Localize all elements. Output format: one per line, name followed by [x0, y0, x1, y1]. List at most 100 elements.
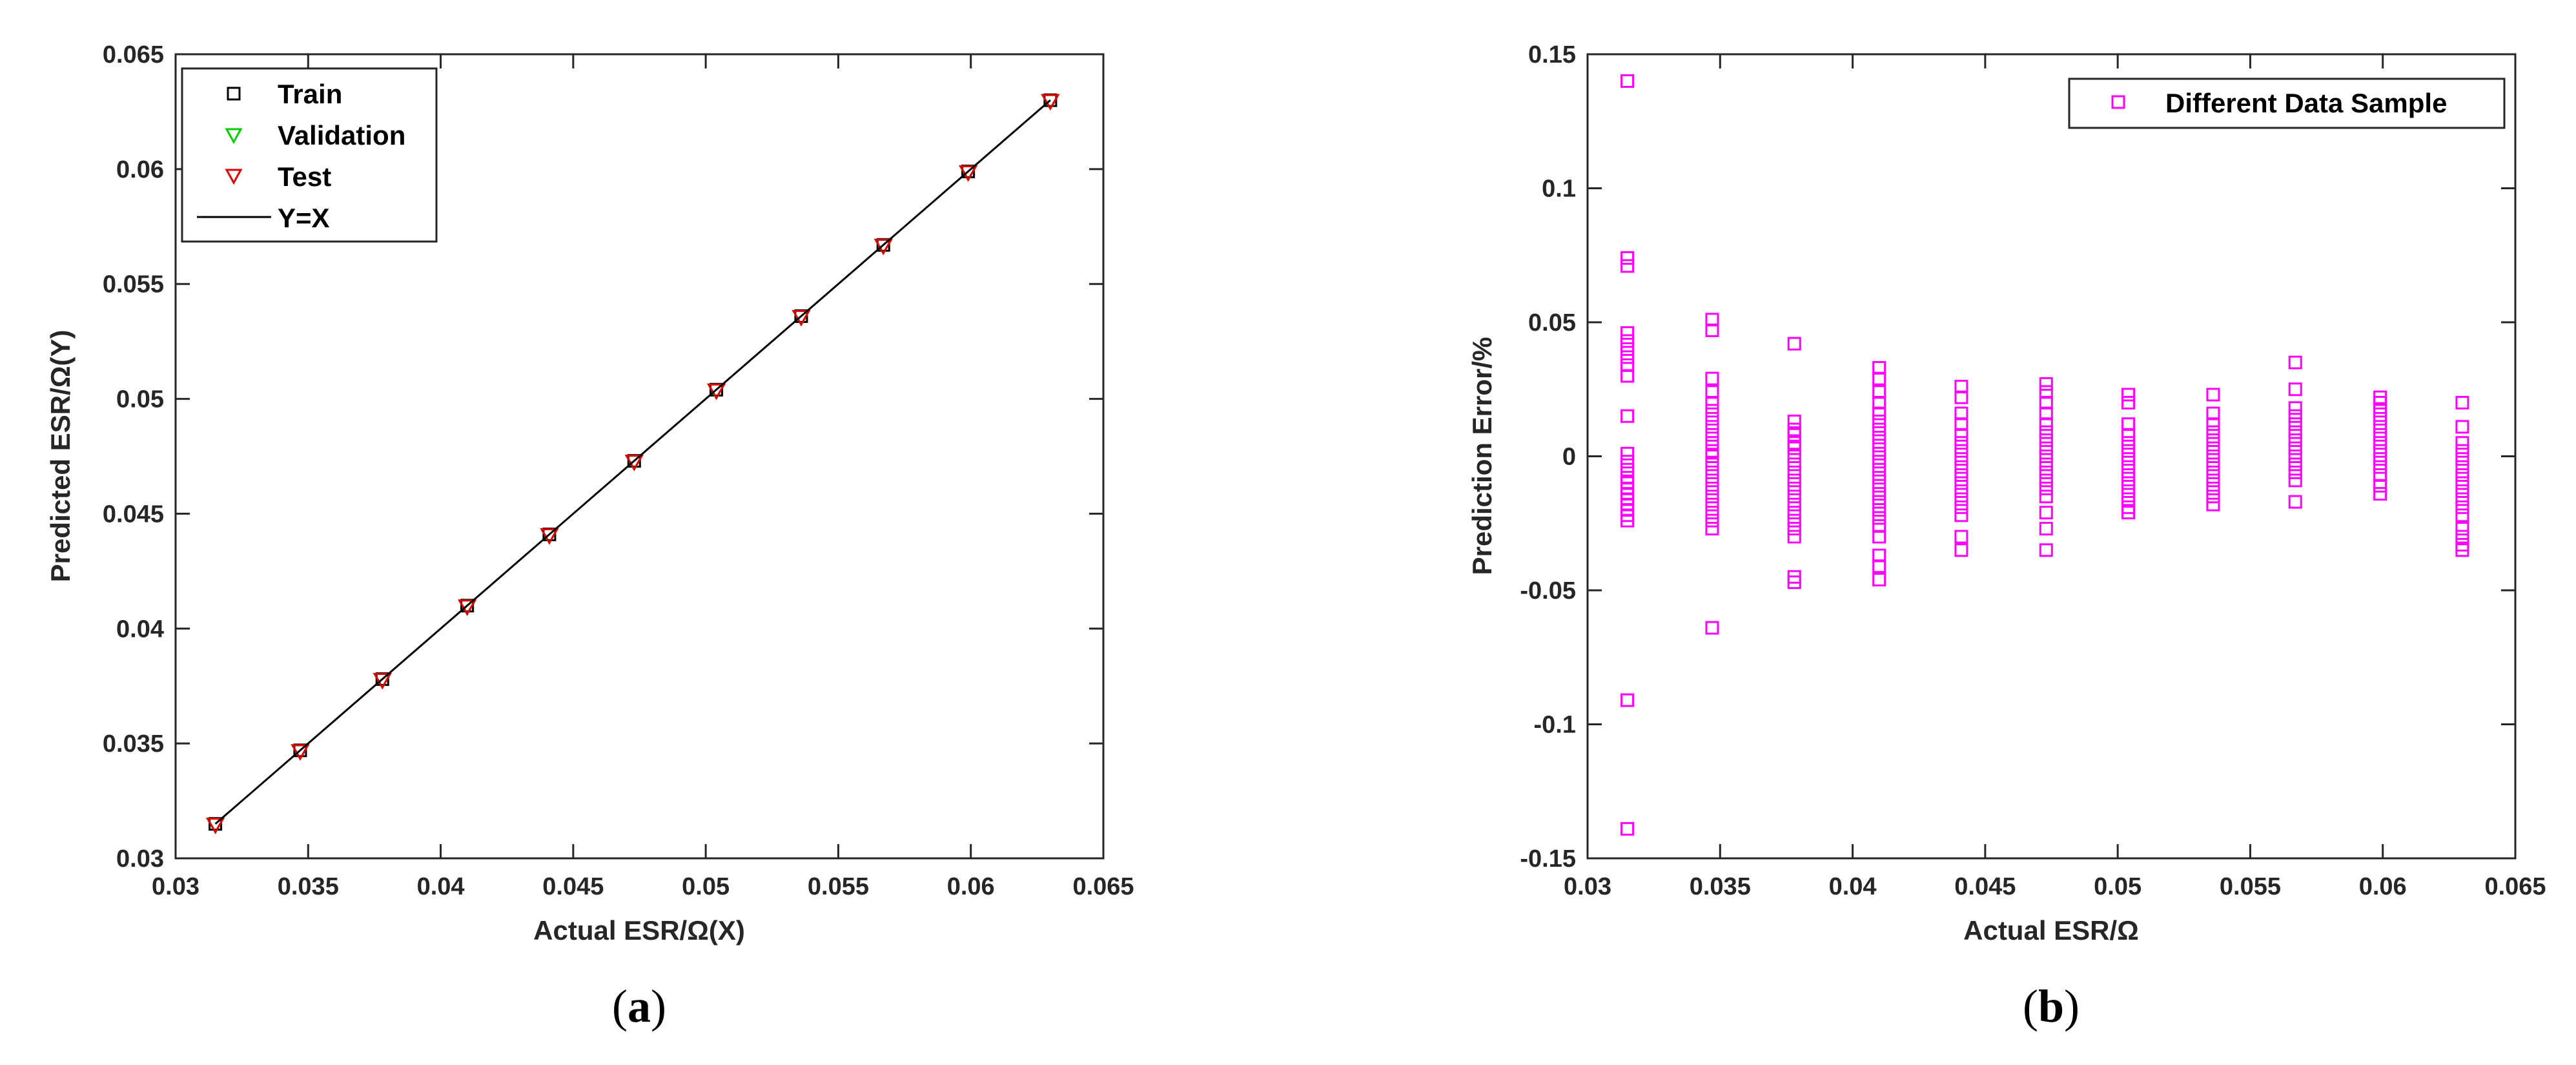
panel-b-x-tick-label: 0.035 [1690, 873, 1751, 900]
panel-a-x-tick-label: 0.045 [542, 873, 604, 900]
data-point-different-data-sample [1705, 323, 1719, 337]
data-point-different-data-sample [1620, 822, 1635, 836]
data-point-different-data-sample [1620, 409, 1635, 423]
data-point-different-data-sample [1705, 371, 1719, 386]
data-point-different-data-sample [1705, 396, 1719, 409]
data-point-different-data-sample [1787, 457, 1801, 471]
data-point-different-data-sample [2121, 476, 2136, 490]
data-point-different-data-sample [1787, 428, 1801, 442]
data-point-different-data-sample [2206, 497, 2220, 512]
panel-b-ticks [1586, 53, 2517, 860]
data-point-different-data-sample [1954, 436, 1968, 450]
data-point-different-data-sample [1954, 500, 1968, 514]
panel-b-x-tick-label: 0.045 [1954, 873, 2016, 900]
data-point-different-data-sample [2039, 481, 2053, 495]
data-point-different-data-sample [2373, 420, 2387, 434]
data-point-different-data-sample [1872, 471, 1886, 485]
data-point-different-data-sample [1954, 476, 1968, 490]
panel-a-x-tick-label: 0.035 [278, 873, 339, 900]
data-point-different-data-sample [2288, 465, 2302, 479]
series-line-y-x [214, 99, 1051, 825]
legend-item-different-data-sample: Different Data Sample [2111, 88, 2447, 118]
data-point-different-data-sample [1954, 543, 1968, 557]
data-point-different-data-sample [1787, 530, 1801, 544]
data-point-different-data-sample [1872, 530, 1886, 544]
panel-a-y-tick-label: 0.065 [103, 41, 164, 68]
data-point-different-data-sample [1620, 74, 1635, 88]
data-point-different-data-sample [2121, 436, 2136, 450]
legend-item-validation: Validation [225, 120, 405, 150]
panel-b: 0.03 0.035 0.04 0.045 0.05 0.055 0.06 0.065 -0.1… [1467, 41, 2546, 1032]
data-point-different-data-sample [1872, 415, 1886, 429]
data-point-different-data-sample [2288, 401, 2302, 415]
panel-b-y-tick-label: -0.15 [1520, 845, 1576, 873]
panel-b-y-tick-label: 0.1 [1542, 176, 1576, 203]
data-point-different-data-sample [2206, 425, 2220, 439]
data-point-different-data-sample [1620, 455, 1635, 469]
panel-a-x-tick-label: 0.03 [152, 873, 199, 900]
data-point-different-data-sample [2373, 487, 2387, 501]
data-point-different-data-sample [1705, 457, 1719, 471]
panel-b-y-tick-label: -0.05 [1520, 577, 1576, 605]
data-point-different-data-sample [2039, 425, 2053, 439]
panel-a-y-tick-label: 0.03 [116, 845, 164, 873]
data-point-different-data-sample [2288, 457, 2302, 471]
panel-b-x-tick-label: 0.055 [2220, 873, 2281, 900]
data-point-different-data-sample [1705, 513, 1719, 528]
data-point-different-data-sample [1872, 511, 1886, 525]
panel-a-x-axis-label: Actual ESR/Ω(X) [533, 915, 745, 946]
data-point-different-data-sample [2455, 468, 2469, 482]
panel-b-y-tick-label: 0 [1562, 444, 1576, 471]
legend-label-train: Train [278, 79, 342, 109]
data-point-different-data-sample [1872, 479, 1886, 493]
data-point-different-data-sample [2039, 441, 2053, 455]
panel-a-x-tick-label: 0.065 [1072, 873, 1134, 900]
data-point-different-data-sample [2121, 388, 2136, 402]
data-point-different-data-sample [1705, 404, 1719, 418]
data-point-different-data-sample [2455, 492, 2469, 506]
data-point-different-data-sample [2288, 417, 2302, 431]
panel-a-y-tick-label: 0.035 [103, 730, 164, 758]
data-point-different-data-sample [2373, 460, 2387, 474]
data-point-different-data-sample [1787, 575, 1801, 590]
data-point-different-data-sample [1787, 497, 1801, 512]
data-point-different-data-sample [2288, 495, 2302, 509]
data-point-different-data-sample [2206, 457, 2220, 471]
data-point-different-data-sample [2288, 425, 2302, 439]
legend-label-test: Test [278, 161, 331, 192]
data-point-different-data-sample [1954, 390, 1968, 404]
data-point-different-data-sample [1872, 503, 1886, 517]
data-point-different-data-sample [1705, 506, 1719, 520]
data-point-different-data-sample [1954, 492, 1968, 506]
data-point-different-data-sample [1872, 462, 1886, 477]
data-point-different-data-sample [2455, 530, 2469, 544]
data-point-different-data-sample [1872, 455, 1886, 469]
data-point-different-data-sample [2455, 508, 2469, 522]
data-point-different-data-sample [1954, 460, 1968, 474]
panel-b-tick-labels: 0.03 0.035 0.04 0.045 0.05 0.055 0.06 0.065 -0.1… [1520, 41, 2546, 900]
data-point-different-data-sample [1954, 508, 1968, 522]
data-point-different-data-sample [1872, 406, 1886, 420]
data-point-different-data-sample [2039, 417, 2053, 431]
panel-b-y-tick-label: 0.15 [1528, 41, 1576, 68]
panel-a-caption-letter: a [628, 980, 651, 1032]
data-point-different-data-sample [1705, 481, 1719, 495]
data-point-different-data-sample [2206, 481, 2220, 495]
data-point-different-data-sample [1705, 420, 1719, 434]
data-point-test [792, 310, 811, 327]
data-point-different-data-sample [1620, 369, 1635, 383]
data-point-different-data-sample [2455, 543, 2469, 557]
data-point-different-data-sample [1705, 450, 1719, 463]
data-point-different-data-sample [1954, 468, 1968, 482]
data-point-different-data-sample [1620, 259, 1635, 273]
data-point-different-data-sample [1705, 465, 1719, 479]
data-point-different-data-sample [2455, 452, 2469, 466]
panel-b-x-tick-label: 0.065 [2484, 873, 2546, 900]
data-point-different-data-sample [1787, 473, 1801, 488]
panel-b-y-tick-label: 0.05 [1528, 309, 1576, 336]
data-point-different-data-sample [2455, 420, 2469, 434]
data-point-different-data-sample [1620, 693, 1635, 707]
data-point-test [458, 599, 477, 616]
data-point-different-data-sample [1872, 487, 1886, 501]
data-point-different-data-sample [2288, 355, 2302, 369]
